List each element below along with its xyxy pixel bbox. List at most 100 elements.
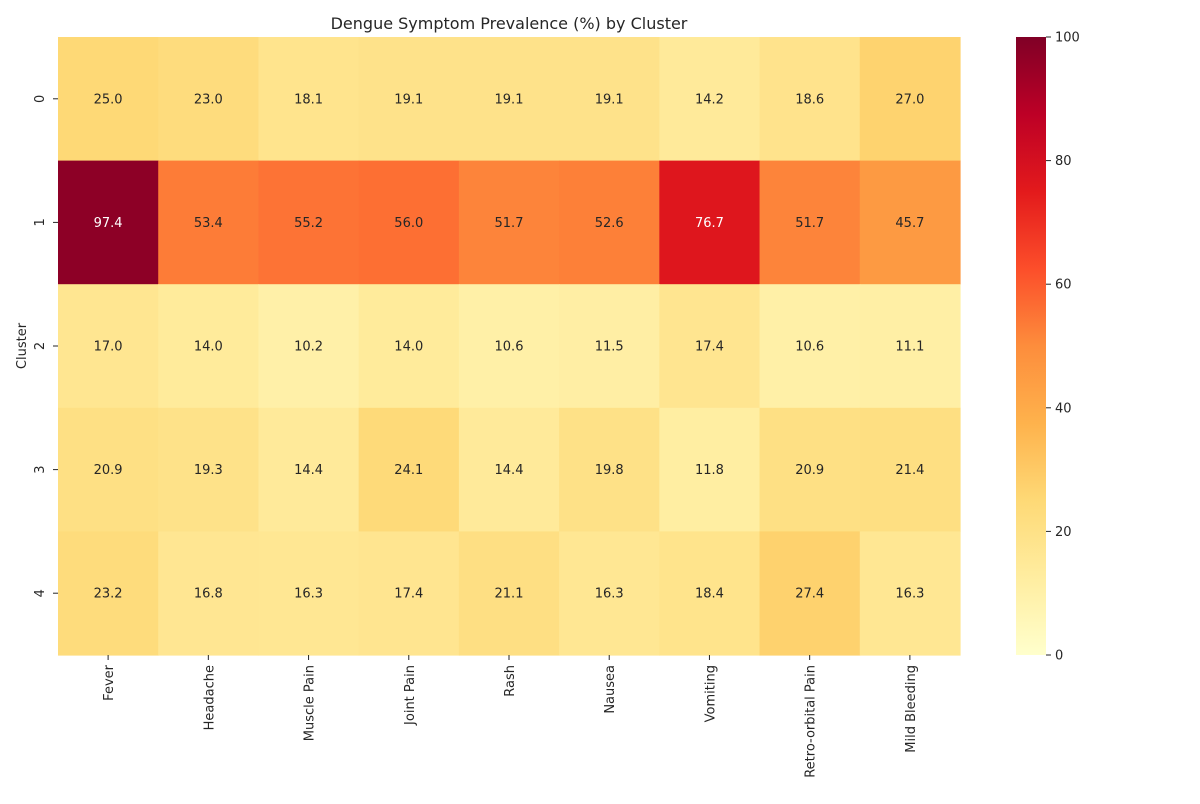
cell-value-label: 10.6 xyxy=(495,340,524,355)
x-tick-label: Headache xyxy=(202,665,217,730)
heatmap-cell xyxy=(258,284,360,409)
y-tick-label: 4 xyxy=(33,589,48,597)
y-tick-label: 2 xyxy=(33,342,48,350)
cell-value-label: 45.7 xyxy=(895,216,924,231)
cell-value-label: 17.0 xyxy=(94,340,123,355)
heatmap-cell xyxy=(759,160,861,285)
x-axis-ticks: Fever Headache Muscle Pain Joint Pain Rash Na… xyxy=(102,655,919,778)
cell-value-label: 11.1 xyxy=(895,340,924,355)
y-axis-ticks: 0 1 2 3 4 xyxy=(33,95,58,597)
heatmap-cell xyxy=(358,284,460,409)
heatmap-cell xyxy=(158,160,260,285)
heatmap-cell xyxy=(859,160,961,285)
y-tick-label: 1 xyxy=(33,218,48,226)
heatmap-cell xyxy=(659,284,761,409)
heatmap-cell xyxy=(559,407,660,532)
cell-value-label: 14.4 xyxy=(495,463,524,478)
cell-value-label: 17.4 xyxy=(695,340,724,355)
heatmap-cell xyxy=(158,284,260,409)
cell-value-label: 19.1 xyxy=(394,92,423,107)
heatmap-cell xyxy=(58,160,159,285)
heatmap-cell xyxy=(258,407,360,532)
heatmap-cell xyxy=(559,160,660,285)
heatmap-cell xyxy=(659,37,761,162)
heatmap-cell xyxy=(859,284,961,409)
cell-value-label: 10.6 xyxy=(795,340,824,355)
cell-value-label: 18.1 xyxy=(294,92,323,107)
cell-value-label: 19.1 xyxy=(595,92,624,107)
cell-value-label: 51.7 xyxy=(495,216,524,231)
x-tick-label: Fever xyxy=(102,664,117,700)
heatmap-cell xyxy=(458,284,560,409)
x-tick-label: Rash xyxy=(503,665,518,697)
heatmap-cell xyxy=(458,407,560,532)
colorbar-tick-label: 40 xyxy=(1055,401,1072,416)
cell-value-label: 18.6 xyxy=(795,92,824,107)
heatmap-cell xyxy=(759,37,861,162)
cell-value-label: 21.1 xyxy=(495,587,524,602)
heatmap-cell xyxy=(458,37,560,162)
heatmap-cell xyxy=(659,407,761,532)
heatmap-cell xyxy=(759,284,861,409)
heatmap-cell xyxy=(759,407,861,532)
cell-value-label: 27.4 xyxy=(795,587,824,602)
cell-value-label: 18.4 xyxy=(695,587,724,602)
cell-value-label: 23.0 xyxy=(194,92,223,107)
cell-value-label: 19.8 xyxy=(595,463,624,478)
colorbar-tick-label: 100 xyxy=(1055,31,1080,46)
colorbar: 0 20 40 60 80 100 xyxy=(1016,31,1080,664)
y-tick-label: 3 xyxy=(33,465,48,473)
heatmap-cell xyxy=(859,531,961,656)
cell-value-label: 11.5 xyxy=(595,340,624,355)
heatmap-cell xyxy=(759,531,861,656)
heatmap-cell xyxy=(458,531,560,656)
y-tick-label: 0 xyxy=(33,95,48,103)
heatmap-cell xyxy=(58,531,159,656)
heatmap-cell xyxy=(358,37,460,162)
cell-value-label: 17.4 xyxy=(394,587,423,602)
x-tick-label: Joint Pain xyxy=(403,665,418,726)
cell-value-label: 14.0 xyxy=(194,340,223,355)
heatmap-cell xyxy=(258,37,360,162)
cell-value-label: 14.4 xyxy=(294,463,323,478)
cell-value-label: 24.1 xyxy=(394,463,423,478)
cell-value-label: 51.7 xyxy=(795,216,824,231)
cell-value-label: 19.3 xyxy=(194,463,223,478)
cell-value-label: 23.2 xyxy=(94,587,123,602)
cell-value-label: 97.4 xyxy=(94,216,123,231)
cell-value-label: 20.9 xyxy=(795,463,824,478)
heatmap-cell xyxy=(58,284,159,409)
heatmap-cell xyxy=(258,160,360,285)
heatmap-cell xyxy=(559,284,660,409)
colorbar-tick-label: 0 xyxy=(1055,649,1063,664)
cell-value-label: 21.4 xyxy=(895,463,924,478)
heatmap-cell xyxy=(859,407,961,532)
cell-value-label: 10.2 xyxy=(294,340,323,355)
cell-value-label: 25.0 xyxy=(94,92,123,107)
cell-value-label: 27.0 xyxy=(895,92,924,107)
heatmap-cell xyxy=(659,160,761,285)
heatmap-cell xyxy=(358,407,460,532)
x-tick-label: Mild Bleeding xyxy=(904,665,919,753)
cell-value-label: 16.3 xyxy=(895,587,924,602)
heatmap-cell xyxy=(358,160,460,285)
y-axis-label: Cluster xyxy=(15,322,30,369)
cell-value-label: 20.9 xyxy=(94,463,123,478)
colorbar-tick-label: 20 xyxy=(1055,525,1072,540)
heatmap-cell xyxy=(258,531,360,656)
cell-value-label: 53.4 xyxy=(194,216,223,231)
heatmap-cell xyxy=(358,531,460,656)
colorbar-tick-label: 60 xyxy=(1055,278,1072,293)
x-tick-label: Nausea xyxy=(603,665,618,714)
cell-value-label: 55.2 xyxy=(294,216,323,231)
heatmap-cell xyxy=(859,37,961,162)
chart-title: Dengue Symptom Prevalence (%) by Cluster xyxy=(331,14,688,33)
cell-value-label: 76.7 xyxy=(695,216,724,231)
x-tick-label: Muscle Pain xyxy=(303,665,318,741)
heatmap-cell xyxy=(559,37,660,162)
heatmap-cell xyxy=(58,407,159,532)
cell-value-label: 56.0 xyxy=(394,216,423,231)
colorbar-tick-label: 80 xyxy=(1055,154,1072,169)
